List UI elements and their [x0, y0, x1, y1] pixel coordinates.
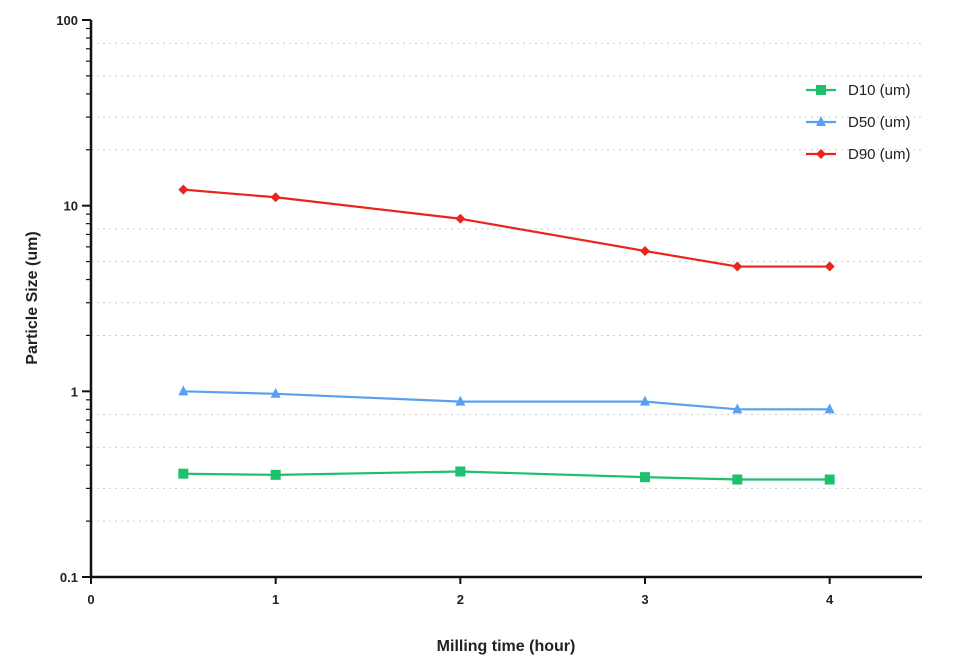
data-point: [732, 261, 743, 272]
data-point: [178, 184, 189, 195]
grid-lines: [91, 42, 922, 522]
series-3: [178, 184, 835, 272]
data-point: [824, 261, 835, 272]
data-point: [732, 474, 743, 485]
data-point: [732, 403, 743, 414]
legend-label: D90 (um): [848, 146, 911, 163]
data-point: [178, 468, 189, 479]
y-tick-label: 0.1: [60, 570, 78, 585]
series-line: [183, 390, 830, 411]
y-tick-label: 100: [56, 13, 78, 28]
series-layer: [178, 184, 835, 485]
x-tick-label: 0: [87, 592, 94, 607]
legend-item: D10 (um): [806, 82, 911, 99]
data-point: [270, 469, 281, 480]
x-tick-label: 3: [641, 592, 648, 607]
legend: D10 (um) D50 (um) D90 (um): [806, 82, 911, 163]
data-point: [455, 466, 466, 477]
legend-marker: [816, 149, 826, 159]
series-2: [178, 385, 835, 414]
data-point: [270, 192, 281, 203]
data-point: [640, 395, 650, 406]
ticks: 0 1 2 3 4 0.1 1 10 100: [56, 13, 834, 607]
series-1: [178, 466, 835, 485]
x-tick-label: 2: [457, 592, 464, 607]
data-point: [824, 403, 835, 414]
x-tick-label: 1: [272, 592, 279, 607]
legend-item: D90 (um): [806, 146, 911, 163]
legend-item: D50 (um): [806, 114, 911, 131]
data-point: [455, 213, 466, 224]
legend-label: D50 (um): [848, 114, 911, 131]
data-point: [824, 474, 835, 485]
data-point: [178, 385, 189, 396]
axes: [89, 20, 922, 579]
data-point: [455, 395, 466, 406]
y-tick-label: 1: [71, 384, 78, 399]
series-line: [183, 188, 830, 268]
data-point: [640, 245, 650, 256]
y-tick-label: 10: [64, 199, 78, 214]
series-line: [183, 470, 830, 481]
data-point: [640, 472, 650, 483]
data-point: [270, 387, 281, 398]
legend-marker: [816, 116, 826, 126]
x-tick-label: 4: [826, 592, 834, 607]
legend-label: D10 (um): [848, 82, 911, 99]
legend-marker: [816, 85, 826, 95]
x-axis-title: Milling time (hour): [437, 638, 576, 655]
y-axis-title: Particle Size (um): [24, 231, 41, 364]
